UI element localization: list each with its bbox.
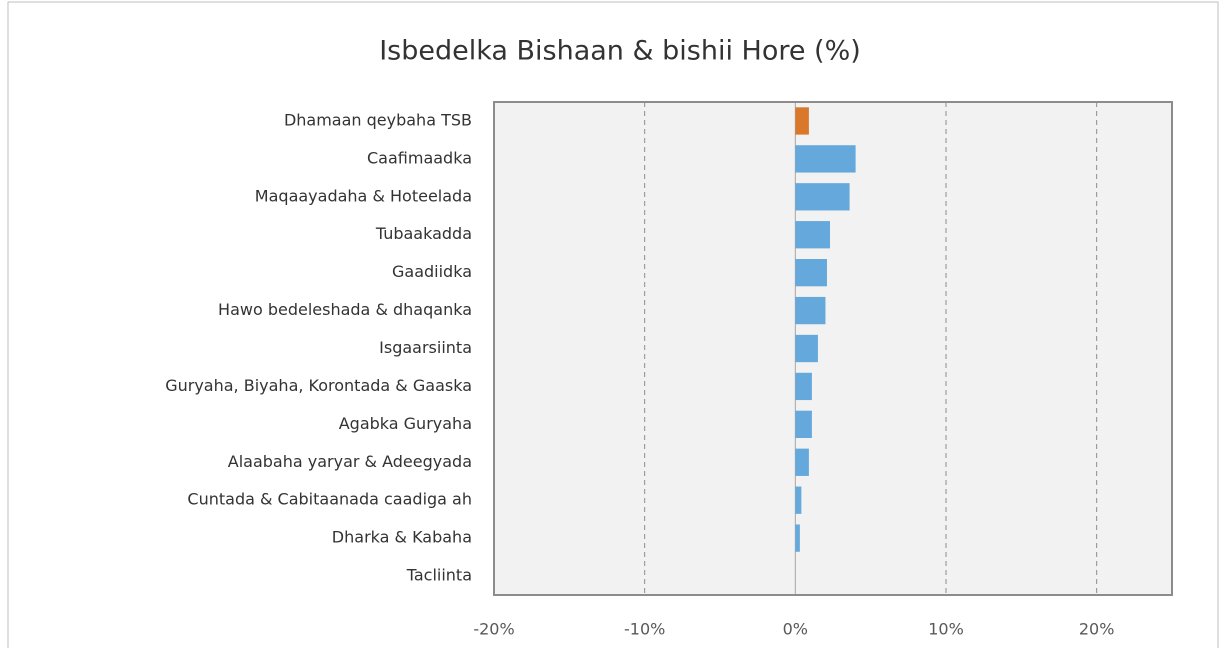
bar [795,334,818,363]
y-tick-label: Hawo bedeleshada & dhaqanka [218,300,472,319]
plot-area [494,102,1172,595]
bar [795,183,850,211]
y-tick-label: Gaadiidka [392,262,472,281]
bar [795,145,856,173]
y-tick-label: Tubaakadda [375,224,472,243]
y-tick-label: Isgaarsiinta [379,338,472,357]
bar [795,524,800,552]
y-tick-label: Maqaayadaha & Hoteelada [255,186,472,205]
y-tick-label: Alaabaha yaryar & Adeegyada [228,452,472,471]
x-tick-label: -20% [473,620,514,639]
plot-border [493,101,1173,596]
x-tick-label: 20% [1079,620,1115,639]
bar [795,259,827,287]
bar [795,107,809,135]
bar [795,372,812,401]
x-tick-label: 0% [783,620,808,639]
y-tick-label: Agabka Guryaha [339,414,472,433]
y-tick-label: Tacliinta [406,566,472,585]
bar [795,410,812,438]
bar [795,296,826,325]
x-tick-label: 10% [928,620,964,639]
y-tick-label: Caafimaadka [367,148,472,167]
bar [795,486,802,514]
chart-title: Isbedelka Bishaan & bishii Hore (%) [379,36,861,67]
y-tick-label: Guryaha, Biyaha, Korontada & Gaaska [165,376,472,395]
bar [795,221,830,249]
bar [795,448,809,476]
y-tick-label: Cuntada & Cabitaanada caadiga ah [187,490,472,509]
x-tick-label: -10% [624,620,665,639]
y-tick-label: Dharka & Kabaha [332,528,472,547]
y-tick-label: Dhamaan qeybaha TSB [284,110,472,129]
